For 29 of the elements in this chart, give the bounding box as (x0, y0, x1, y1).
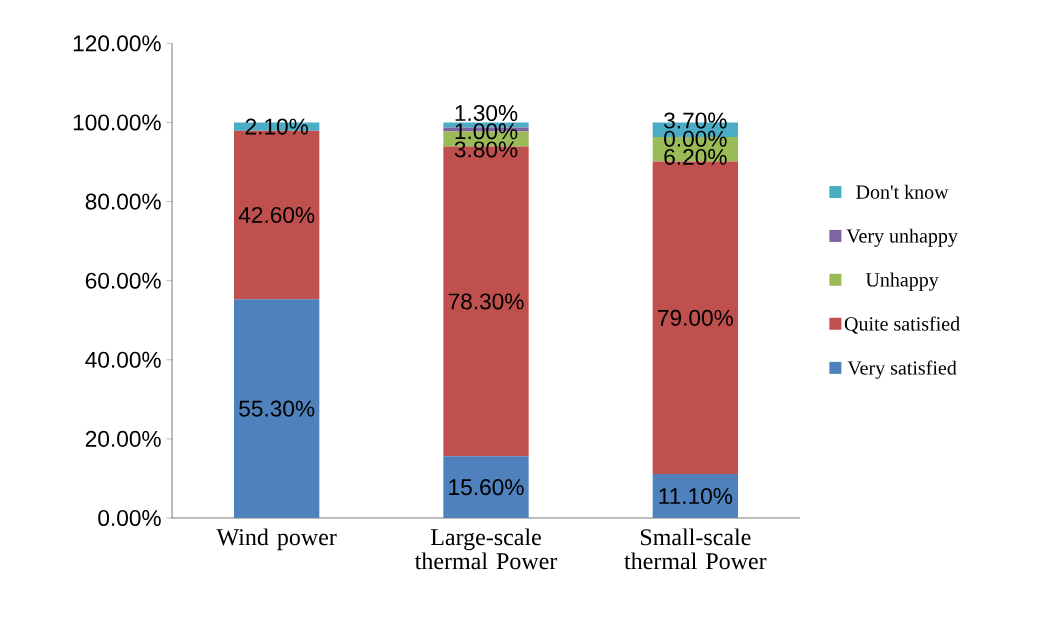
data-label: 78.30% (448, 293, 524, 310)
x-tick-label: Wind power (216, 528, 337, 551)
data-label: 55.30% (239, 400, 315, 417)
x-tick-label: Large-scale thermal Power (414, 528, 558, 570)
y-tick-label: 60.00% (85, 272, 161, 289)
data-label: 11.10% (659, 488, 733, 505)
legend-label: Quite satisfied (844, 316, 960, 334)
data-label: 42.60% (238, 206, 315, 224)
legend-label: Very unhappy (846, 228, 958, 247)
y-tick-label: 20.00% (85, 430, 161, 447)
data-label: 2.10% (245, 118, 308, 135)
y-tick-label: 40.00% (85, 351, 161, 368)
bar (652, 474, 739, 518)
x-tick-label: Small-scale thermal Power (624, 528, 767, 570)
bar (443, 456, 529, 518)
legend-label: Very satisfied (847, 360, 957, 379)
data-label: 1.30% (455, 104, 518, 122)
data-label: 79.00% (658, 309, 733, 326)
data-label: 15.60% (449, 479, 524, 496)
data-label: 1.00% (455, 123, 518, 140)
bar (234, 299, 320, 518)
data-label: 6.20% (664, 148, 727, 165)
data-label: 3.80% (454, 141, 518, 158)
legend-label: Unhappy (865, 272, 939, 291)
y-tick-label: 0.00% (98, 509, 161, 527)
y-tick-label: 80.00% (85, 193, 161, 210)
legend-label: Don't know (856, 184, 949, 199)
y-tick-label: 120.00% (73, 35, 161, 52)
y-tick-label: 100.00% (73, 114, 161, 131)
